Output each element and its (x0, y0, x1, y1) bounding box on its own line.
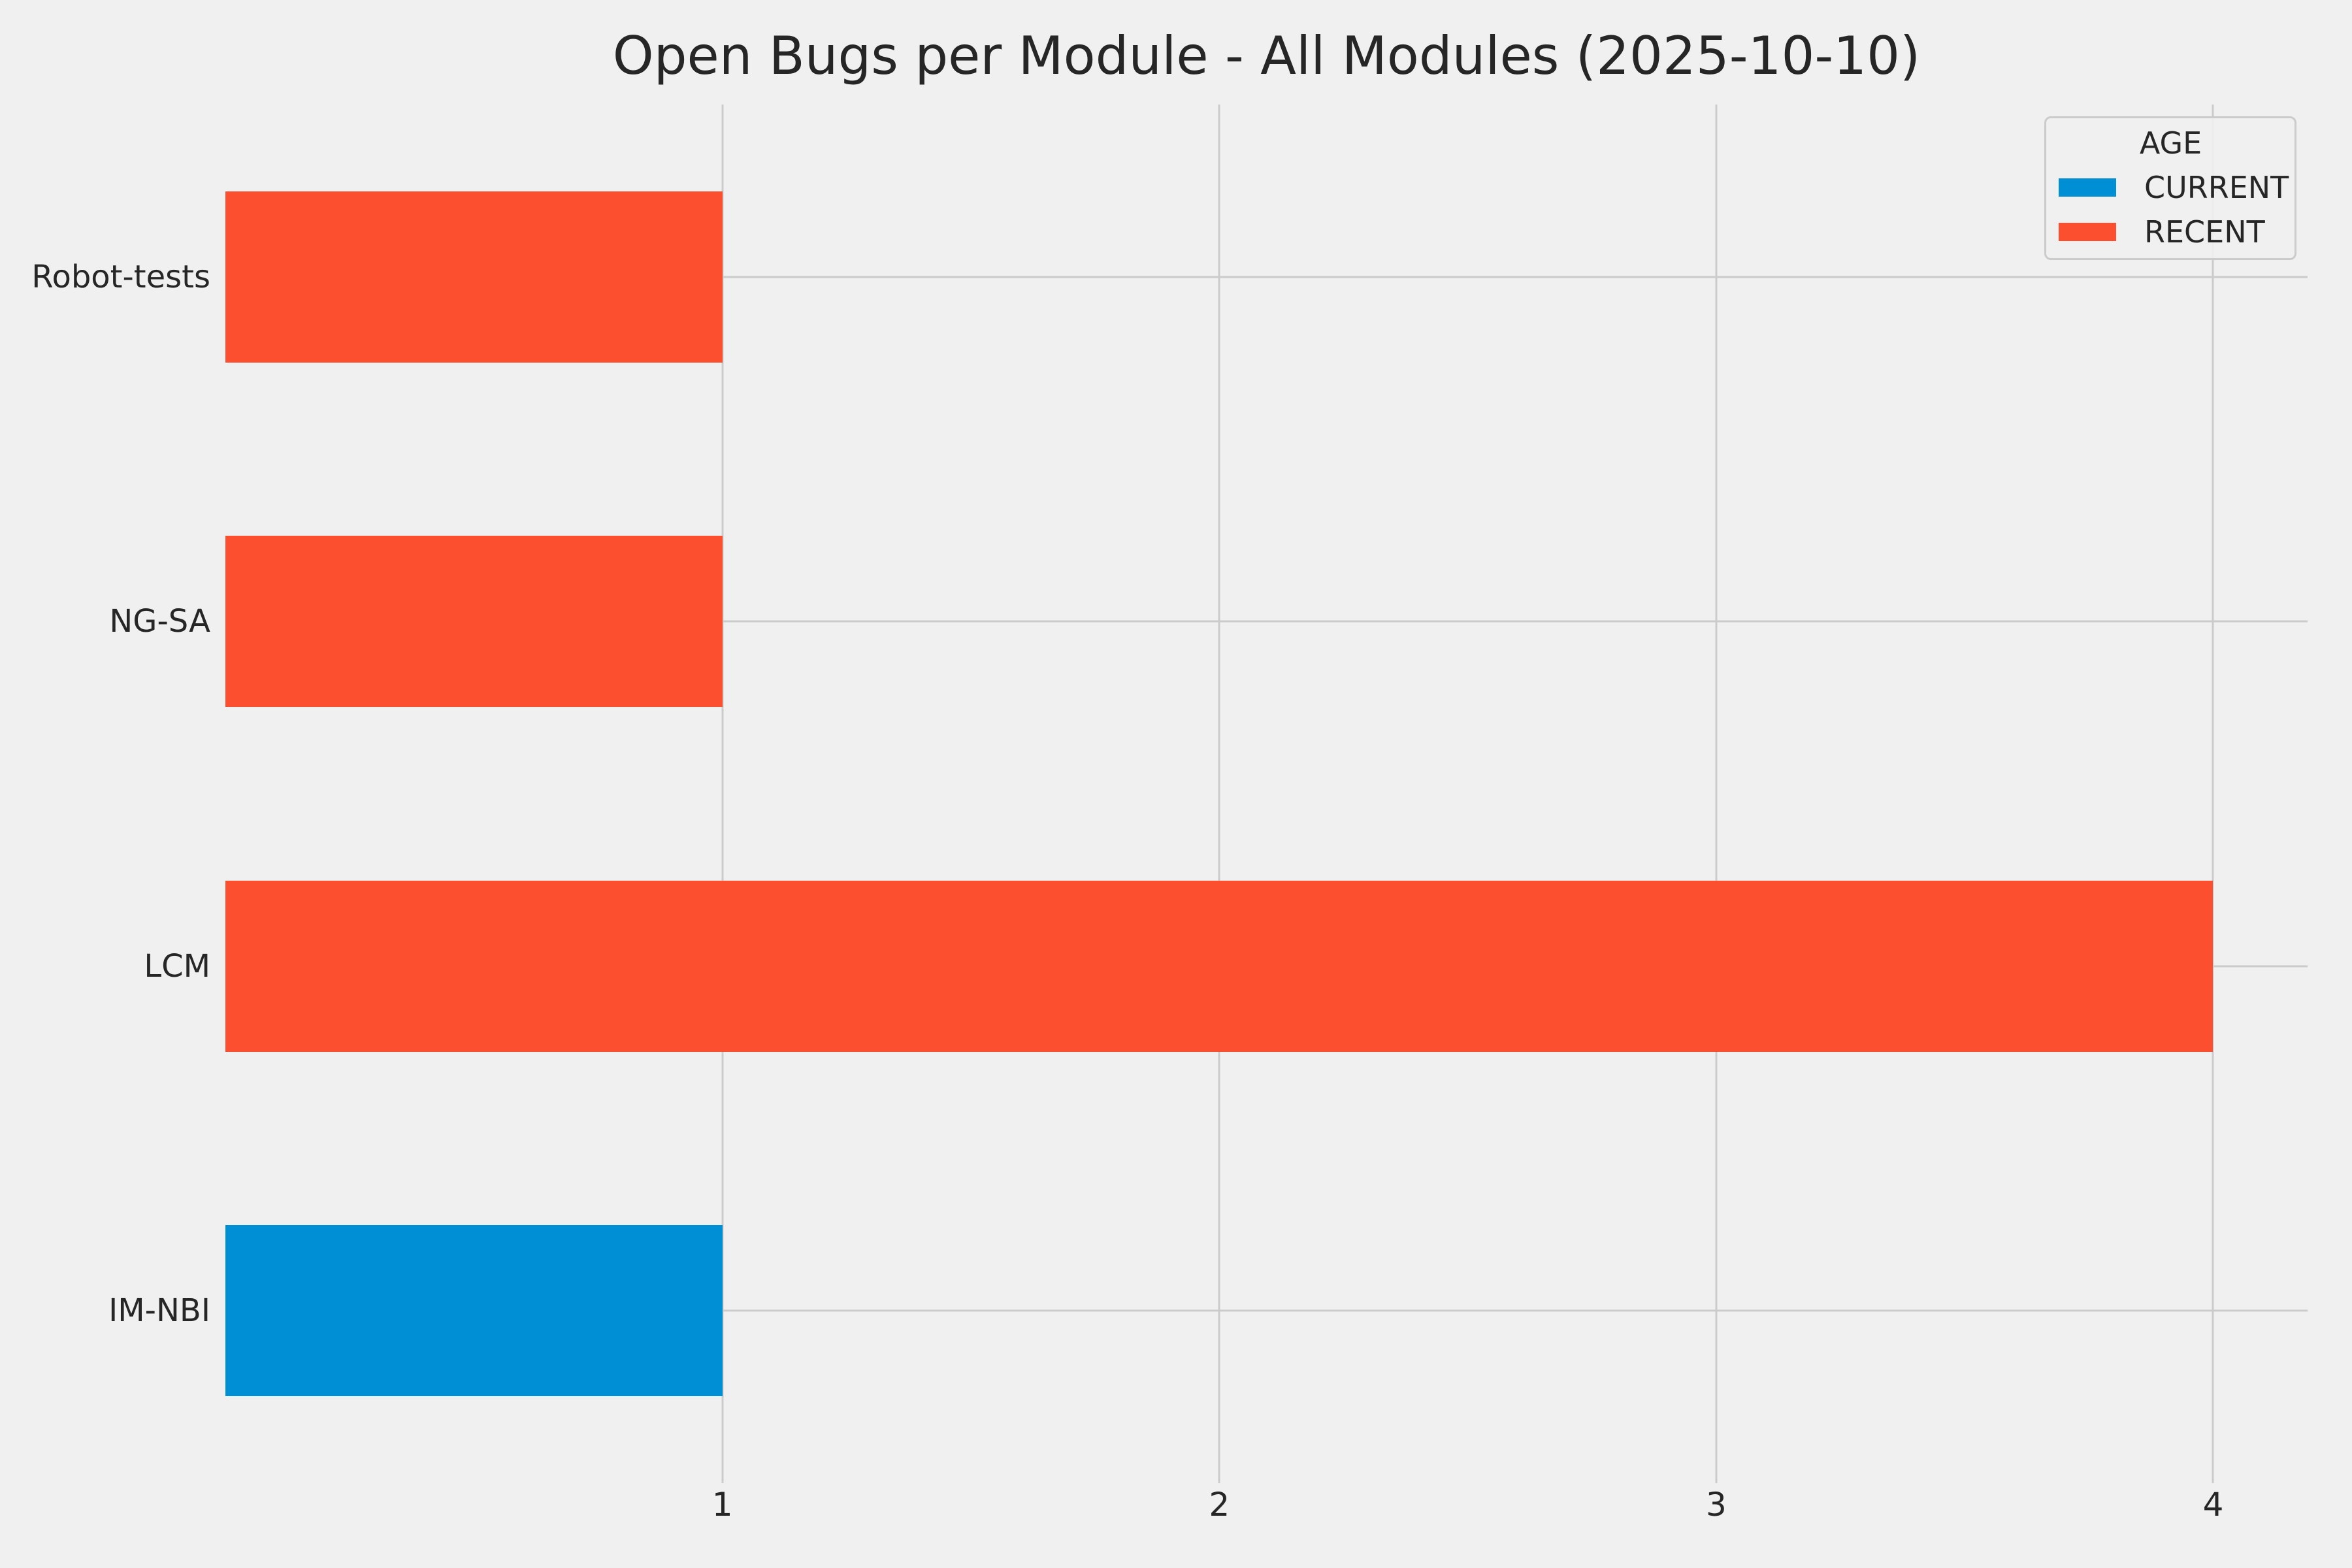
x-tick-label-4: 4 (2202, 1486, 2224, 1524)
x-axis-tick-labels: 1 2 3 4 (225, 1488, 2308, 1534)
y-gridline-im-nbi (225, 1309, 2308, 1312)
x-gridline-2 (1218, 105, 1220, 1483)
legend-swatch-current-icon (2059, 178, 2116, 197)
x-tick-label-1: 1 (711, 1486, 733, 1524)
x-gridline-3 (1715, 105, 1718, 1483)
x-gridline-1 (721, 105, 724, 1483)
y-tick-label-ng-sa: NG-SA (109, 603, 210, 640)
y-axis-tick-labels: Robot-tests NG-SA LCM IM-NBI (0, 105, 210, 1483)
bar-lcm (225, 880, 2213, 1052)
legend-label-current: CURRENT (2144, 170, 2289, 205)
x-tick-label-3: 3 (1705, 1486, 1727, 1524)
bar-im-nbi (225, 1225, 723, 1397)
x-gridline-4 (2212, 105, 2214, 1483)
y-gridline-ng-sa (225, 620, 2308, 623)
y-tick-label-lcm: LCM (144, 947, 210, 985)
legend-title: AGE (2139, 125, 2202, 161)
x-tick-label-2: 2 (1209, 1486, 1230, 1524)
legend-entry-recent: RECENT (2059, 215, 2283, 249)
legend: AGE CURRENT RECENT (2044, 116, 2296, 260)
legend-swatch-recent-icon (2059, 223, 2116, 241)
y-gridline-robot-tests (225, 276, 2308, 278)
legend-label-recent: RECENT (2144, 214, 2265, 250)
y-tick-label-im-nbi: IM-NBI (108, 1292, 210, 1330)
bar-ng-sa (225, 536, 723, 708)
y-tick-label-robot-tests: Robot-tests (31, 258, 210, 295)
plot-area (225, 105, 2308, 1483)
bar-robot-tests (225, 191, 723, 363)
legend-entry-current: CURRENT (2059, 171, 2289, 204)
chart-title: Open Bugs per Module - All Modules (2025… (612, 25, 1921, 86)
